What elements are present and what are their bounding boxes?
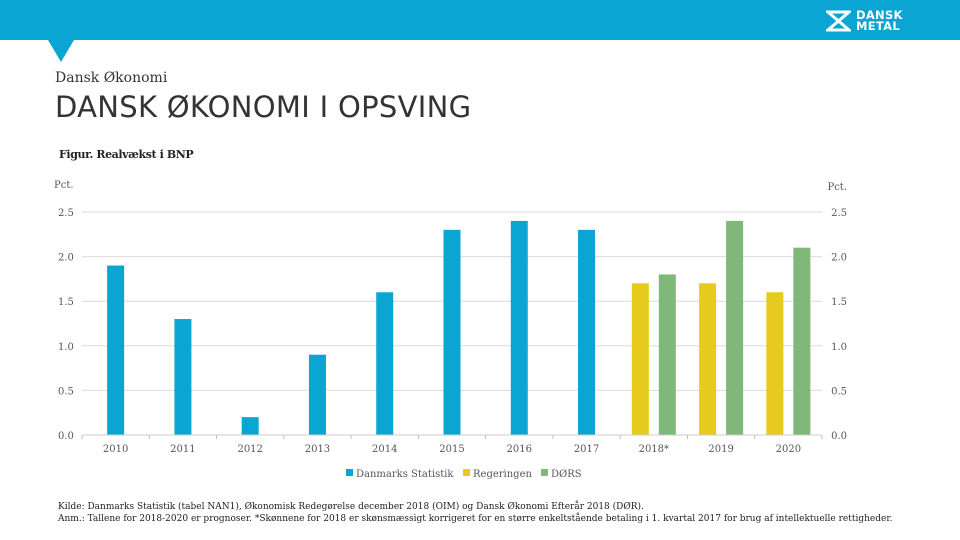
y-axis-unit-right: Pct. <box>827 182 847 193</box>
bar-dørs <box>658 274 676 435</box>
x-tick-label: 2018* <box>639 444 669 455</box>
page-title: DANSK ØKONOMI I OPSVING <box>55 90 472 124</box>
x-tick-label: 2013 <box>305 444 330 455</box>
bar-danmarks-statistik <box>510 220 528 435</box>
y-tick-label-right: 2.0 <box>831 253 847 264</box>
y-axis-unit-left: Pct. <box>54 180 74 191</box>
bar-regeringen <box>699 283 717 435</box>
legend-swatch <box>541 469 548 476</box>
y-tick-label-left: 2.0 <box>58 253 74 264</box>
bar-danmarks-statistik <box>578 229 596 435</box>
y-tick-label-right: 2.5 <box>831 208 847 219</box>
x-tick-label: 2020 <box>776 444 801 455</box>
x-tick-label: 2017 <box>574 444 599 455</box>
section-label: Dansk Økonomi <box>55 70 168 86</box>
x-tick-label: 2015 <box>439 444 464 455</box>
bar-danmarks-statistik <box>174 319 192 435</box>
bar-regeringen <box>631 283 649 435</box>
logo-text-line1: DANSK <box>856 8 903 22</box>
x-tick-label: 2014 <box>372 444 397 455</box>
legend-swatch <box>346 469 353 476</box>
bar-danmarks-statistik <box>107 265 125 435</box>
bar-danmarks-statistik <box>308 354 326 435</box>
y-tick-label-right: 0.0 <box>831 431 847 442</box>
header-notch <box>48 40 74 62</box>
y-tick-label-right: 1.0 <box>831 342 847 353</box>
figure-title: Figur. Realvækst i BNP <box>59 148 194 161</box>
source-note: Kilde: Danmarks Statistik (tabel NAN1), … <box>58 502 644 512</box>
bar-dørs <box>793 247 811 435</box>
y-tick-label-left: 0.0 <box>58 431 74 442</box>
dansk-metal-logo: DANSK METAL <box>826 9 903 33</box>
y-tick-label-right: 1.5 <box>831 297 847 308</box>
header-bar <box>0 0 960 40</box>
legend-label: DØRS <box>551 469 582 480</box>
y-tick-label-right: 0.5 <box>831 386 847 397</box>
bar-danmarks-statistik <box>443 229 461 435</box>
dansk-metal-logo-icon <box>826 10 851 32</box>
y-tick-label-left: 2.5 <box>58 208 74 219</box>
x-tick-label: 2019 <box>708 444 733 455</box>
x-tick-label: 2016 <box>507 444 532 455</box>
legend-label: Danmarks Statistik <box>356 469 454 480</box>
y-tick-label-left: 0.5 <box>58 386 74 397</box>
x-tick-label: 2011 <box>170 444 195 455</box>
x-tick-label: 2012 <box>237 444 262 455</box>
bar-dørs <box>726 220 744 435</box>
bar-danmarks-statistik <box>376 292 394 435</box>
logo-text-line2: METAL <box>856 19 900 33</box>
x-tick-label: 2010 <box>103 444 128 455</box>
legend-swatch <box>463 469 470 476</box>
legend-label: Regeringen <box>473 469 533 480</box>
y-tick-label-left: 1.5 <box>58 297 74 308</box>
bar-regeringen <box>766 292 784 435</box>
forecast-note: Anm.: Tallene for 2018-2020 er prognoser… <box>58 514 893 524</box>
bar-danmarks-statistik <box>241 417 259 435</box>
y-tick-label-left: 1.0 <box>58 342 74 353</box>
